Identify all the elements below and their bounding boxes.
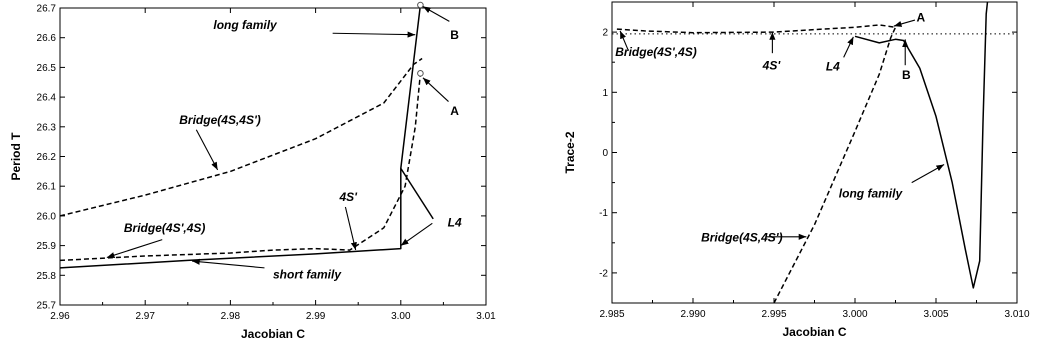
y-tick-label: 26.0 [37,211,57,222]
annotation-arrow [192,258,265,269]
annotation-arrow [843,36,854,58]
y-axis-label: Trace-2 [563,131,577,173]
y-tick-label: -2 [599,268,608,279]
x-tick-label: 2.96 [50,311,70,322]
annotation-arrow [422,77,449,102]
annotation-label: B [902,68,911,82]
point-marker [417,1,424,9]
annotation-label: L4 [826,60,840,74]
y-tick-label: 26.3 [37,122,57,133]
annotation-arrow [106,239,163,259]
left-chart-panel: 2.96 2.97 2.98 2.99 3.00 3.01 25.7 25.8 25.9 26.0… [9,1,496,341]
y-tick-label: 26.6 [37,33,57,44]
series-group [60,8,434,269]
right-chart-panel: 2.985 2.990 2.995 3.000 3.005 3.010 -2 -1 0 1 2 Jac… [563,1,1030,339]
annotation-label: Bridge(4S,4S') [179,113,261,127]
x-tick-label: 3.01 [476,311,496,322]
annotation-arrow [344,206,357,251]
annotation-label: Bridge(4S,4S') [701,231,783,245]
point-marker [417,70,424,77]
annotation-label: 4S' [762,58,782,72]
y-tick-label: 26.2 [37,152,57,163]
x-tick-label: 3.00 [391,311,411,322]
series-line-1 [60,8,421,269]
series-line-2 [400,167,434,220]
annotation-arrow [400,222,433,247]
annotation-arrow [332,31,416,38]
annotation-arrow [911,164,945,184]
annotation-arrow [893,19,916,27]
y-tick-label: 1 [602,88,608,99]
annotation-label: Bridge(4S',4S) [615,45,697,59]
annotation-arrow [195,129,219,171]
annotation-label: long family [213,18,278,32]
y-tick-label: 0 [602,148,608,159]
x-tick-label: 3.005 [923,309,948,320]
y-tick-label: 25.8 [37,271,57,282]
annotation-label: A [917,10,926,24]
x-tick-label: 2.97 [135,311,155,322]
plot-frame [59,7,487,306]
annotation-arrow [422,6,450,22]
annotation-label: Bridge(4S',4S) [124,221,206,235]
x-axis-label: Jacobian C [782,325,846,339]
x-tick-label: 2.990 [680,309,705,320]
annotation-label: long family [839,187,904,201]
y-tick-label: 26.1 [37,182,57,193]
series-line-4 [60,73,422,262]
y-tick-label: -1 [599,208,608,219]
y-axis-label: Period T [9,132,23,181]
annotation-label: short family [273,267,342,281]
x-tick-label: 2.99 [306,311,326,322]
annotation-label: 4S' [338,190,358,204]
x-tick-label: 2.995 [761,309,786,320]
annotation-label: A [450,104,459,118]
y-tick-label: 25.7 [37,301,57,312]
x-tick-label: 2.985 [599,309,624,320]
series-line-1 [616,24,896,34]
y-tick-label: 2 [602,28,608,39]
x-axis-label: Jacobian C [241,327,305,341]
x-tick-label: 2.98 [221,311,241,322]
series-line-3 [60,57,423,217]
series-line-2 [773,26,897,303]
annotation-label: B [450,28,459,42]
series-line-3 [854,2,989,289]
series-group [616,2,989,303]
annotation-arrow [619,30,629,51]
x-tick-label: 3.010 [1004,309,1029,320]
y-tick-label: 26.7 [37,4,57,15]
y-tick-label: 26.4 [37,93,57,104]
x-tick-label: 3.000 [842,309,867,320]
y-tick-label: 25.9 [37,241,57,252]
annotation-label: L4 [448,215,462,229]
y-tick-label: 26.5 [37,63,57,74]
